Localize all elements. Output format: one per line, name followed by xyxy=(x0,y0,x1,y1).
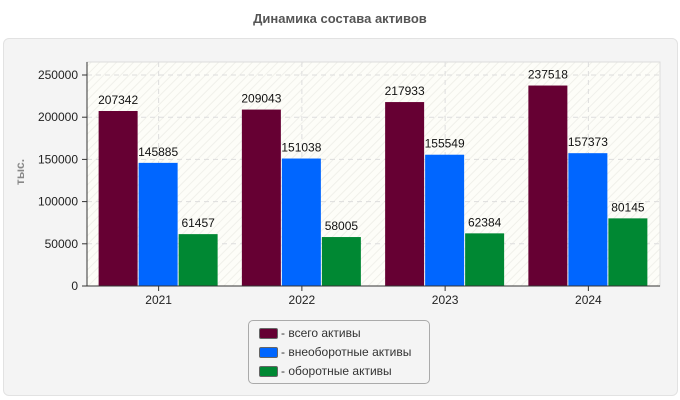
data-label: 207342 xyxy=(98,93,138,107)
data-label: 62384 xyxy=(468,215,502,229)
chart-title: Динамика состава активов xyxy=(253,11,427,26)
legend-swatch xyxy=(259,327,278,339)
x-tick-label: 2023 xyxy=(432,293,459,307)
bar xyxy=(608,218,648,286)
x-tick-label: 2024 xyxy=(575,293,602,307)
bar xyxy=(281,158,321,286)
data-label: 237518 xyxy=(528,68,568,82)
bar xyxy=(178,234,218,286)
y-axis-label: тыс. xyxy=(13,159,27,185)
y-tick-label: 0 xyxy=(71,279,78,293)
data-label: 151038 xyxy=(281,141,321,155)
legend-label: - внеоборотные активы xyxy=(281,345,412,359)
bar xyxy=(568,153,608,286)
y-tick-label: 200000 xyxy=(38,110,78,124)
legend-label: - всего активы xyxy=(281,326,361,340)
y-tick-label: 50000 xyxy=(45,237,79,251)
data-label: 157373 xyxy=(568,135,608,149)
legend-swatch xyxy=(259,346,278,358)
x-tick-label: 2022 xyxy=(289,293,316,307)
data-label: 217933 xyxy=(385,84,425,98)
legend-item-current: - оборотные активы xyxy=(259,364,392,378)
y-tick-label: 100000 xyxy=(38,195,78,209)
x-tick-label: 2021 xyxy=(145,293,172,307)
legend: - всего активы - внеоборотные активы - о… xyxy=(248,320,430,384)
y-tick-label: 150000 xyxy=(38,152,78,166)
data-label: 209043 xyxy=(241,92,281,106)
bar xyxy=(425,154,465,286)
data-label: 145885 xyxy=(138,145,178,159)
bar xyxy=(241,109,281,286)
legend-label: - оборотные активы xyxy=(281,364,392,378)
bar xyxy=(385,102,425,286)
bar xyxy=(138,162,178,286)
legend-item-total: - всего активы xyxy=(259,326,361,340)
bar xyxy=(321,237,361,286)
y-tick-label: 250000 xyxy=(38,68,78,82)
data-label: 80145 xyxy=(611,200,645,214)
data-label: 155549 xyxy=(425,137,465,151)
bar xyxy=(98,111,138,286)
bar xyxy=(528,85,568,286)
bar xyxy=(465,233,505,286)
data-label: 58005 xyxy=(325,219,359,233)
legend-item-noncurrent: - внеоборотные активы xyxy=(259,345,411,359)
data-label: 61457 xyxy=(181,216,215,230)
legend-swatch xyxy=(259,365,278,377)
